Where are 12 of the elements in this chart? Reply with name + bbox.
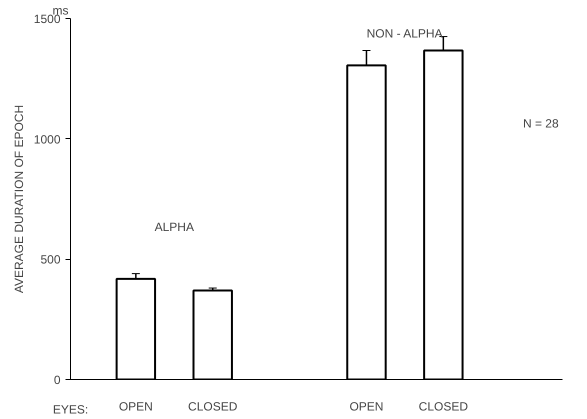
y-tick-label: 500 bbox=[40, 252, 61, 267]
x-tick-label: OPEN bbox=[349, 400, 384, 414]
x-tick-label: CLOSED bbox=[418, 400, 468, 414]
annotation: NON - ALPHA bbox=[366, 26, 443, 41]
text: N = 28 bbox=[522, 116, 559, 130]
y-tick-label: 1000 bbox=[34, 132, 61, 146]
x-tick-label: CLOSED bbox=[188, 400, 238, 414]
y-tick-label: 0 bbox=[54, 373, 61, 387]
annotation: ALPHA bbox=[154, 220, 194, 234]
y-axis-title: AVERAGE DURATION OF EPOCH bbox=[12, 104, 26, 294]
x-tick-label: OPEN bbox=[118, 400, 153, 414]
x-axis-title: EYES: bbox=[52, 402, 88, 416]
